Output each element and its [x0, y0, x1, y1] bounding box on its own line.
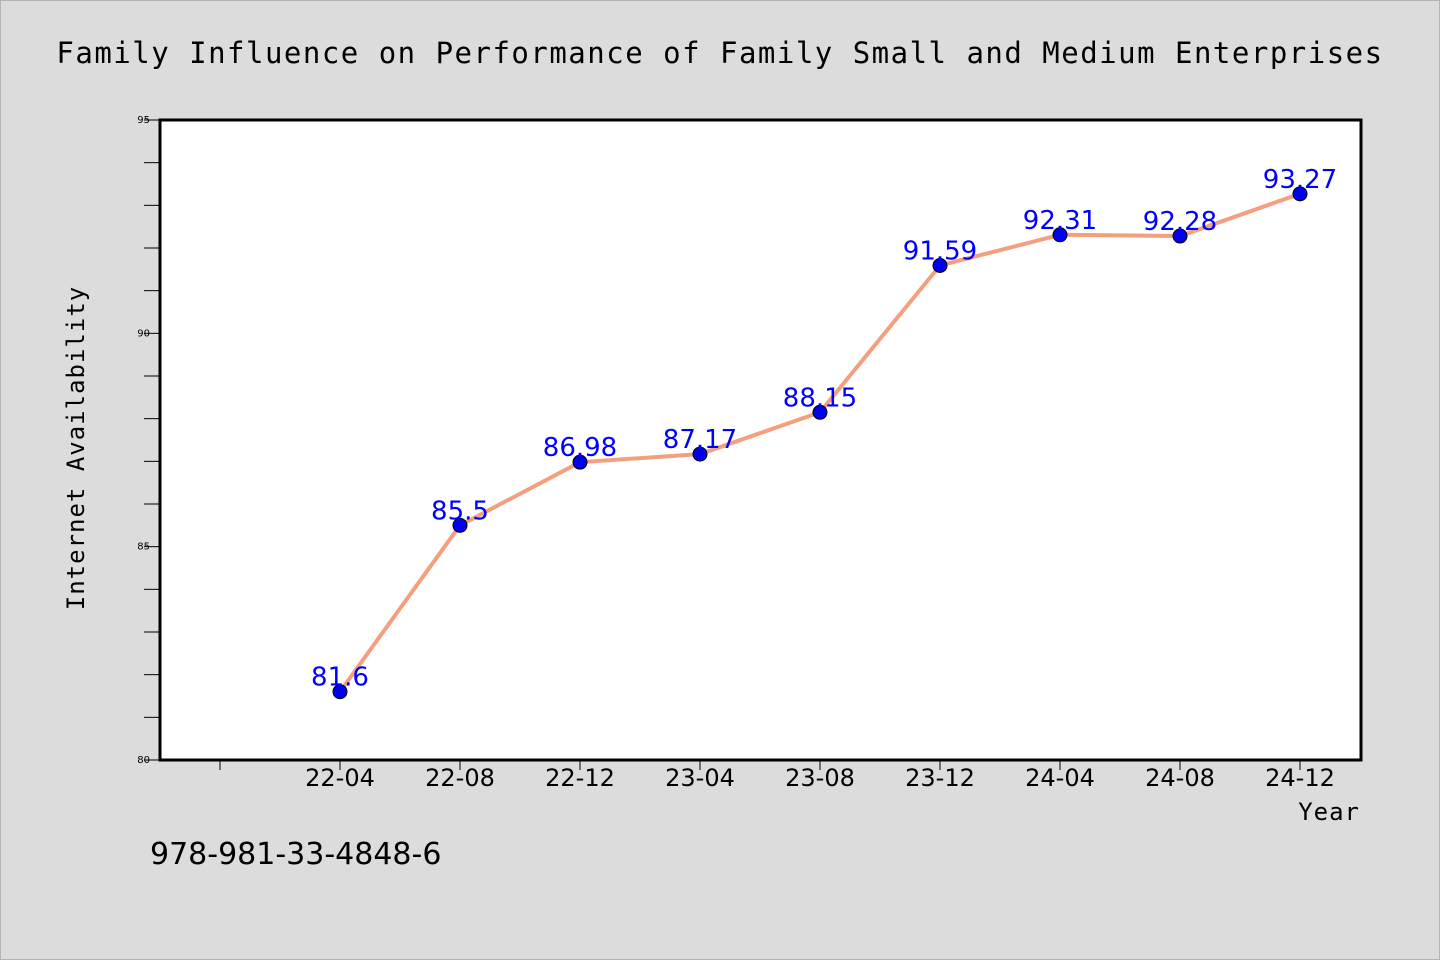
x-axis: 22-04 22-08 22-12 23-04 23-08 23-12 24-04 24-08…: [219, 760, 1335, 792]
y-axis: 80 85 90 95: [137, 115, 160, 766]
data-label: 92.28: [1143, 207, 1217, 237]
plot-area: [158, 118, 1363, 762]
data-label: 81.6: [311, 663, 369, 693]
data-point: [1052, 227, 1068, 243]
data-label: 91.59: [903, 236, 977, 266]
data-point: [452, 517, 468, 533]
x-tick-label: 24-12: [1265, 764, 1335, 792]
data-point: [332, 684, 348, 700]
data-label: 92.31: [1023, 206, 1097, 236]
data-label: 86.98: [543, 433, 617, 463]
x-tick-label: 23-04: [665, 764, 735, 792]
chart-title: Family Influence on Performance of Famil…: [56, 36, 1383, 70]
y-tick-label: 80: [137, 755, 150, 766]
y-axis-label: Internet Availability: [62, 286, 90, 610]
data-point: [1172, 228, 1188, 244]
series-layer: [332, 186, 1308, 700]
x-tick-label: 23-12: [905, 764, 975, 792]
data-label: 87.17: [663, 425, 737, 455]
x-tick-label: 22-12: [545, 764, 615, 792]
data-label: 88.15: [783, 383, 857, 413]
data-point: [932, 257, 948, 273]
x-tick-label: 24-04: [1025, 764, 1095, 792]
x-tick-label: 23-08: [785, 764, 855, 792]
y-tick-label: 95: [137, 115, 150, 126]
x-axis-label: Year: [1298, 798, 1360, 826]
data-point: [812, 404, 828, 420]
data-label: 85.5: [431, 496, 489, 526]
x-tick-label: 22-08: [425, 764, 495, 792]
isbn-text: 978-981-33-4848-6: [150, 837, 441, 872]
data-label: 93.27: [1263, 165, 1337, 195]
x-tick-label: 22-04: [305, 764, 375, 792]
y-tick-label: 90: [137, 328, 150, 339]
data-labels: 81.6 85.5 86.98 87.17 88.15 91.59 92.31 92.28 93…: [311, 165, 1337, 693]
data-point: [692, 446, 708, 462]
data-point: [1292, 186, 1308, 202]
data-point: [572, 454, 588, 470]
x-tick-label: 24-08: [1145, 764, 1215, 792]
y-tick-label: 85: [137, 542, 150, 553]
